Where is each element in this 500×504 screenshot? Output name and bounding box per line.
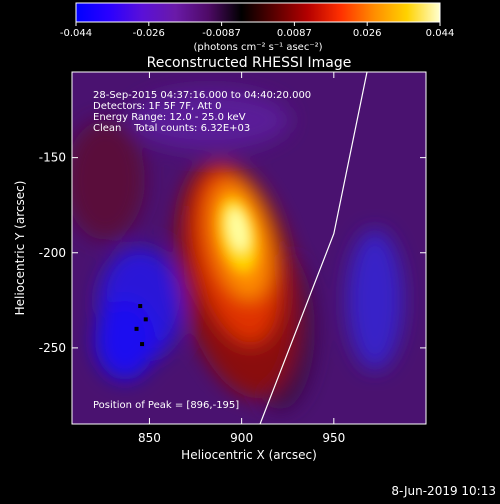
x-tick-label: 900: [230, 431, 253, 445]
annotation-line: Clean Total counts: 6.32E+03: [93, 123, 250, 134]
y-tick-label: -250: [39, 341, 66, 355]
x-tick-label: 950: [322, 431, 345, 445]
x-axis: 850 900 950: [138, 72, 345, 445]
y-tick-label: -150: [39, 151, 66, 165]
marker-point: [138, 304, 143, 309]
annotation-line: Detectors: 1F 5F 7F, Att 0: [93, 101, 221, 112]
colorbar-tick-label: -0.026: [133, 28, 165, 39]
colorbar-tick-label: 0.0087: [277, 28, 312, 39]
annotation-block: 28-Sep-2015 04:37:16.000 to 04:40:20.000…: [93, 90, 311, 134]
solar-limb-line: [259, 72, 368, 424]
colorbar-tick-label: 0.044: [426, 28, 455, 39]
marker-point: [134, 326, 139, 331]
plot-frame: [71, 71, 427, 425]
colorbar-tick-label: -0.0087: [202, 28, 241, 39]
chart-title: Reconstructed RHESSI Image: [147, 55, 352, 71]
peak-label: Position of Peak = [896,-195]: [93, 400, 239, 411]
x-axis-label: Heliocentric X (arcsec): [181, 448, 317, 462]
y-tick-label: -200: [39, 246, 66, 260]
colorbar-strip: [75, 2, 441, 23]
marker-point: [140, 342, 145, 347]
marker-group: [134, 304, 148, 347]
y-axis: -150 -200 -250: [39, 151, 426, 355]
annotation-line: 28-Sep-2015 04:37:16.000 to 04:40:20.000: [93, 90, 311, 101]
colorbar-tick-label: 0.026: [353, 28, 382, 39]
colorbar: -0.044 -0.026 -0.0087 0.0087 0.026 0.044 (pho…: [60, 2, 454, 53]
image-area: [72, 72, 426, 424]
colorbar-ticks: -0.044 -0.026 -0.0087 0.0087 0.026 0.044: [60, 22, 454, 39]
y-axis-label: Heliocentric Y (arcsec): [13, 181, 27, 316]
footer-date: 8-Jun-2019 10:13: [391, 484, 496, 498]
marker-point: [143, 317, 148, 322]
colorbar-unit-label: (photons cm⁻² s⁻¹ asec⁻²): [193, 42, 322, 53]
emission-core: [218, 197, 258, 273]
annotation-line: Energy Range: 12.0 - 25.0 keV: [93, 112, 246, 123]
x-tick-label: 850: [138, 431, 161, 445]
colorbar-tick-label: -0.044: [60, 28, 92, 39]
